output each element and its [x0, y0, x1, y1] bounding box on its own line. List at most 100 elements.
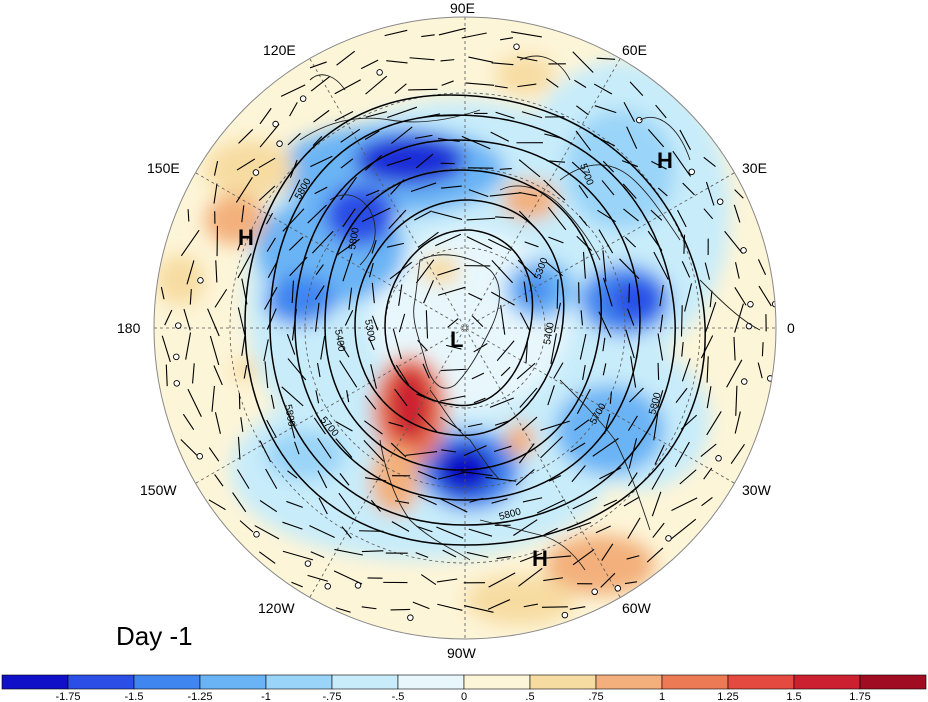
wind-barb [384, 29, 408, 37]
wind-barb [440, 185, 462, 189]
wind-barb [416, 525, 433, 533]
wind-barb [335, 607, 351, 613]
wind-barb [289, 102, 298, 117]
wind-barb [500, 366, 511, 377]
colorbar-swatch [133, 674, 201, 690]
lon-label-180: 180 [117, 320, 141, 336]
colorbar-swatch [67, 674, 135, 690]
calm-wind-circle [175, 322, 182, 329]
wind-barb [493, 445, 512, 453]
wind-barb [576, 388, 591, 414]
wind-barb [680, 305, 683, 337]
wind-barb [499, 167, 512, 170]
wind-barb [266, 237, 276, 252]
wind-barb [488, 238, 512, 251]
lon-label-90w: 90W [447, 645, 477, 661]
wind-barb [334, 79, 361, 95]
lon-label-0: 0 [787, 320, 795, 336]
wind-barb [675, 387, 688, 404]
wind-barb [734, 286, 747, 306]
wind-barb [485, 476, 517, 482]
wind-barb [213, 161, 219, 176]
wind-barb [523, 281, 528, 303]
wind-barb [344, 309, 354, 326]
lon-label-120w: 120W [258, 600, 295, 616]
wind-barb [232, 492, 247, 513]
wind-barb [436, 526, 464, 539]
calm-wind-circle [614, 585, 622, 592]
wind-barb [368, 262, 374, 278]
wind-barb [603, 277, 613, 307]
wind-barb [313, 417, 326, 435]
wind-barb [161, 335, 171, 363]
wind-barb [431, 211, 463, 220]
wind-barb [580, 310, 584, 326]
wind-barb [410, 182, 437, 193]
contour-label: 5300 [362, 319, 377, 343]
wind-barb [757, 259, 767, 275]
wind-barb [408, 88, 438, 91]
colorbar-tick-label: -1 [261, 691, 271, 702]
wind-barb [288, 179, 301, 202]
wind-barb [491, 291, 515, 306]
wind-barb [657, 187, 668, 197]
wind-barb [417, 231, 439, 248]
wind-barb [286, 333, 296, 355]
day-label: Day -1 [116, 621, 193, 651]
colorbar-swatch [463, 674, 531, 690]
wind-barb [647, 128, 665, 148]
wind-barb [757, 362, 763, 379]
wind-barb [348, 287, 353, 310]
wind-barb [494, 85, 508, 89]
wind-barb [291, 581, 303, 588]
wind-barb [570, 442, 586, 453]
wind-barb [361, 207, 391, 223]
wind-barb [180, 439, 199, 458]
wind-barb [468, 423, 483, 428]
wind-barb [578, 184, 589, 199]
wind-barb [414, 210, 432, 221]
wind-barb [388, 209, 407, 230]
wind-barb [471, 315, 484, 327]
wind-barb [208, 447, 220, 462]
wind-barb [237, 436, 241, 460]
wind-barb [596, 57, 616, 60]
wind-barb [281, 386, 304, 407]
wind-barb [317, 438, 332, 459]
colorbar-swatch [199, 674, 267, 690]
wind-barb [572, 548, 595, 566]
wind-barb [627, 308, 635, 326]
wind-barb [496, 340, 515, 362]
wind-barb [600, 572, 616, 588]
colorbar-swatch [265, 674, 333, 690]
wind-barb [471, 372, 485, 380]
wind-barb [574, 79, 587, 88]
wind-barb [468, 189, 489, 198]
wind-barb [671, 497, 698, 511]
wind-barb [758, 285, 772, 307]
wind-barb [386, 157, 412, 167]
height-contours [244, 94, 706, 546]
wind-barb [365, 75, 388, 95]
colorbar-tick-label: -1.25 [187, 691, 212, 702]
wind-barb [310, 551, 325, 558]
wind-barb [473, 397, 486, 404]
high-pressure-marker: H [657, 148, 673, 173]
wind-barb [208, 499, 226, 511]
wind-barb [629, 81, 644, 96]
wind-barb [312, 136, 323, 146]
wind-barb [516, 362, 536, 380]
wind-barb [489, 192, 522, 197]
wind-barb [437, 286, 466, 296]
wind-barb [420, 574, 437, 586]
wind-barb [307, 204, 327, 224]
wind-barb [650, 209, 663, 221]
calm-wind-circle [276, 140, 283, 147]
calm-wind-circle [688, 168, 695, 176]
calm-wind-circle [715, 455, 722, 462]
calm-wind-circle [665, 535, 672, 542]
wind-barb [548, 475, 562, 482]
colorbar-swatch [661, 674, 729, 690]
contour-labels: 5800 5700 5400 5300 5800 5700 5800 5300 … [282, 162, 664, 523]
wind-barb [540, 436, 563, 459]
